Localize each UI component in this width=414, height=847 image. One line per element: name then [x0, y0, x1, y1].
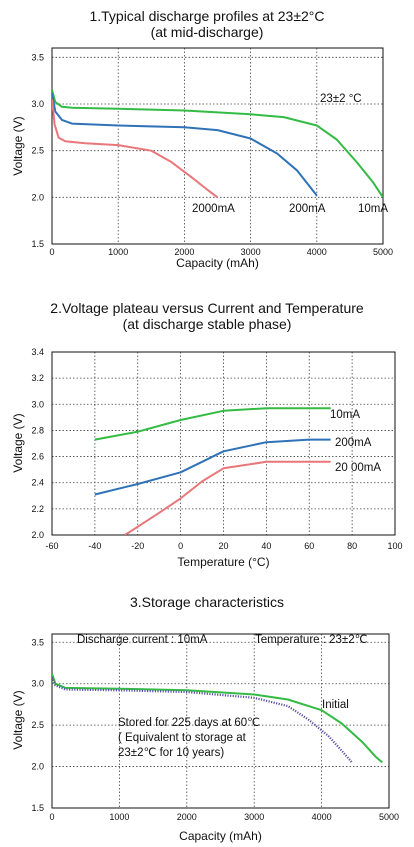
series-line-10ma — [52, 89, 383, 198]
x-tick-label: 3000 — [241, 247, 261, 257]
y-axis-label: Voltage (V) — [11, 690, 25, 749]
x-tick-label: 60 — [304, 541, 314, 551]
y-tick-label: 2.8 — [31, 425, 44, 435]
x-tick-label: 3000 — [244, 812, 264, 822]
y-tick-label: 3.0 — [31, 99, 44, 109]
y-tick-label: 2.0 — [31, 762, 44, 772]
x-tick-label: 5000 — [379, 812, 399, 822]
x-tick-label: 80 — [347, 541, 357, 551]
y-tick-label: 2.5 — [31, 146, 44, 156]
plot-frame — [51, 633, 390, 809]
y-tick-label: 1.5 — [31, 239, 44, 249]
x-tick-label: 4000 — [307, 247, 327, 257]
chart-annotation: Temperature : 23±2℃ — [255, 634, 368, 646]
x-tick-label: 0 — [49, 247, 54, 257]
y-axis-label: Voltage (V) — [11, 116, 25, 175]
x-tick-label: 1000 — [109, 812, 129, 822]
series-line-2000ma — [124, 460, 331, 535]
chart-2-svg: -60 -40 -20 0 20 40 60 80 100 2.0 2.2 2.4 2.6 2.8 3.0 3… — [11, 347, 403, 569]
x-tick-label: 0 — [49, 812, 54, 822]
x-axis-label: Temperature (°C) — [177, 555, 269, 569]
x-tick-label: 0 — [178, 541, 183, 551]
chart-1-title: 1.Typical discharge profiles at 23±2°C (… — [89, 8, 325, 40]
chart-annotation: 23±2 °C — [320, 93, 362, 105]
y-tick-label: 1.5 — [31, 803, 44, 813]
series-label: 200mA — [335, 437, 372, 449]
x-tick-label: -60 — [45, 541, 58, 551]
x-tick-label: 40 — [261, 541, 271, 551]
chart-annotation: Discharge current : 10mA — [77, 634, 208, 646]
y-tick-label: 3.5 — [31, 52, 44, 62]
plot-frame — [51, 351, 396, 536]
y-tick-label: 3.0 — [31, 679, 44, 689]
y-axis-label: Voltage (V) — [11, 413, 25, 472]
series-line-200ma — [52, 92, 318, 197]
x-tick-label: 1000 — [108, 247, 128, 257]
series-label: 20 00mA — [335, 462, 381, 474]
y-tick-label: 2.4 — [31, 478, 44, 488]
series-line-series-1 — [52, 676, 353, 764]
x-tick-label: -20 — [131, 541, 144, 551]
y-tick-label: 3.5 — [31, 637, 44, 647]
series-label: 10mA — [358, 203, 388, 215]
chart-annotation: ( Equivalent to storage at — [118, 732, 247, 744]
x-tick-label: 2000 — [174, 247, 194, 257]
x-tick-label: 4000 — [312, 812, 332, 822]
y-tick-label: 3.0 — [31, 399, 44, 409]
series-label: 200mA — [289, 203, 326, 215]
series-label: 10mA — [330, 409, 360, 421]
y-tick-label: 2.2 — [31, 504, 44, 514]
x-tick-label: 100 — [387, 541, 402, 551]
y-tick-label: 2.0 — [31, 192, 44, 202]
x-tick-label: 5000 — [373, 247, 393, 257]
chart-2-title: 2.Voltage plateau versus Current and Tem… — [50, 300, 364, 332]
chart-3-title: 3.Storage characteristics — [129, 594, 285, 610]
y-tick-label: 3.4 — [31, 347, 44, 357]
x-axis-label: Capacity (mAh) — [179, 829, 262, 843]
series-label: Initial — [322, 699, 349, 711]
chart-annotation: Stored for 225 days at 60℃ — [118, 717, 260, 729]
x-axis-label: Capacity (mAh) — [176, 256, 259, 270]
series-line-10ma — [94, 407, 331, 441]
x-tick-label: 2000 — [177, 812, 197, 822]
y-tick-label: 2.0 — [31, 530, 44, 540]
series-line-200ma — [94, 438, 331, 496]
y-tick-label: 3.2 — [31, 373, 44, 383]
y-tick-label: 2.5 — [31, 720, 44, 730]
x-tick-label: 20 — [218, 541, 228, 551]
chart-1-svg: 0 1000 2000 3000 4000 5000 1.5 2.0 2.5 3.0 3.5 Capa… — [11, 47, 393, 270]
chart-annotation: 23±2℃ for 10 years) — [118, 747, 224, 759]
x-tick-label: -40 — [88, 541, 101, 551]
y-tick-label: 2.6 — [31, 452, 44, 462]
series-line-2000ma — [52, 99, 219, 199]
series-label: 2000mA — [192, 203, 235, 215]
series-line-initial — [52, 673, 383, 764]
plot-frame — [51, 47, 384, 245]
